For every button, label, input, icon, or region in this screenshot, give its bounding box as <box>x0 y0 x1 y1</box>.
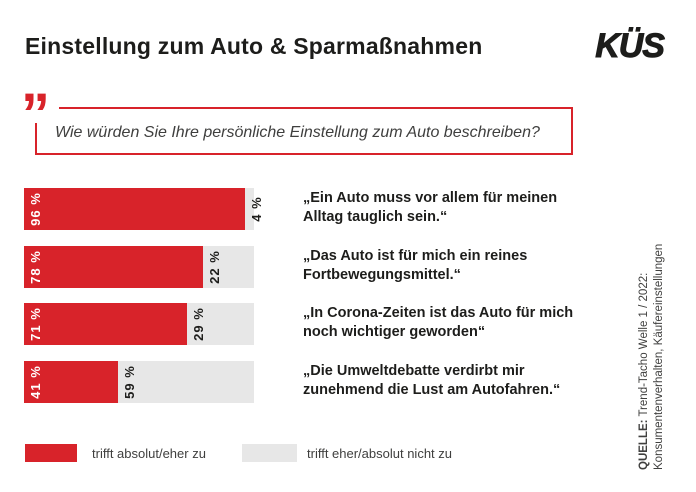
bar-value-disagree-4: 59 % <box>122 365 138 399</box>
statement-line: zunehmend die Lust am Autofahren.“ <box>303 382 561 398</box>
quote-icon: ” <box>21 82 50 147</box>
bar-value-agree-3: 71 % <box>28 307 43 341</box>
page-title: Einstellung zum Auto & Sparmaßnahmen <box>25 33 483 59</box>
source-label: QUELLE: <box>638 419 650 470</box>
bar-segment-disagree-4: 59 % <box>118 361 254 403</box>
bar-value-disagree-2: 22 % <box>207 250 223 284</box>
statement-line: Fortbewegungsmittel.“ <box>303 267 461 283</box>
bar-value-agree-2: 78 % <box>28 250 43 284</box>
bar-value-disagree-3: 29 % <box>191 307 207 341</box>
statement-line: „Das Auto ist für mich ein reines <box>303 248 528 264</box>
legend-swatch-agree <box>25 444 77 462</box>
bar-value-disagree-1: 4 % <box>248 196 264 222</box>
question-box-corner-gap <box>33 103 59 123</box>
legend-swatch-disagree <box>242 444 297 462</box>
bar-value-agree-4: 41 % <box>28 365 43 399</box>
bar-statement-2: „Das Auto ist für mich ein reines Fortbe… <box>303 247 527 285</box>
bar-segment-agree-2: 78 % <box>24 246 204 288</box>
bar-segment-agree-3: 71 % <box>24 303 188 345</box>
statement-line: Alltag tauglich sein.“ <box>303 209 448 225</box>
statement-line: „Ein Auto muss vor allem für meinen <box>303 190 558 206</box>
question-box <box>35 107 573 155</box>
statement-line: „In Corona-Zeiten ist das Auto für mich <box>303 305 574 321</box>
question-text: Wie würden Sie Ihre persönliche Einstell… <box>55 124 540 141</box>
bar-segment-agree-1: 96 % <box>24 188 245 230</box>
bar-statement-4: „Die Umweltdebatte verdirbt mir zunehmen… <box>303 362 560 400</box>
bar-value-agree-1: 96 % <box>28 192 43 226</box>
bar-statement-3: „In Corona-Zeiten ist das Auto für mich … <box>303 304 573 342</box>
bar-row-3: 71 % 29 % <box>24 303 254 345</box>
source-line-1-text: Trend-Tacho Welle 1 / 2022: <box>638 272 650 420</box>
source-note: QUELLE: Trend-Tacho Welle 1 / 2022: Kons… <box>637 230 667 470</box>
bar-statement-1: „Ein Auto muss vor allem für meinen Allt… <box>303 189 557 227</box>
bar-segment-disagree-1: 4 % <box>244 188 264 230</box>
bar-row-2: 78 % 22 % <box>24 246 254 288</box>
bar-segment-disagree-2: 22 % <box>203 246 254 288</box>
legend-label-disagree: trifft eher/absolut nicht zu <box>307 446 453 461</box>
bar-segment-agree-4: 41 % <box>24 361 119 403</box>
statement-line: noch wichtiger geworden“ <box>303 324 486 340</box>
statement-line: „Die Umweltdebatte verdirbt mir <box>303 363 525 379</box>
bar-row-1: 96 % 4 % <box>24 188 264 230</box>
kus-logo: KÜS <box>595 27 666 66</box>
source-line-1: QUELLE: Trend-Tacho Welle 1 / 2022: <box>637 230 652 470</box>
source-line-2: Konsumentenverhalten, Käufereinstellunge… <box>653 243 665 470</box>
bar-segment-disagree-3: 29 % <box>187 303 254 345</box>
bar-row-4: 41 % 59 % <box>24 361 254 403</box>
legend-label-agree: trifft absolut/eher zu <box>92 446 206 461</box>
